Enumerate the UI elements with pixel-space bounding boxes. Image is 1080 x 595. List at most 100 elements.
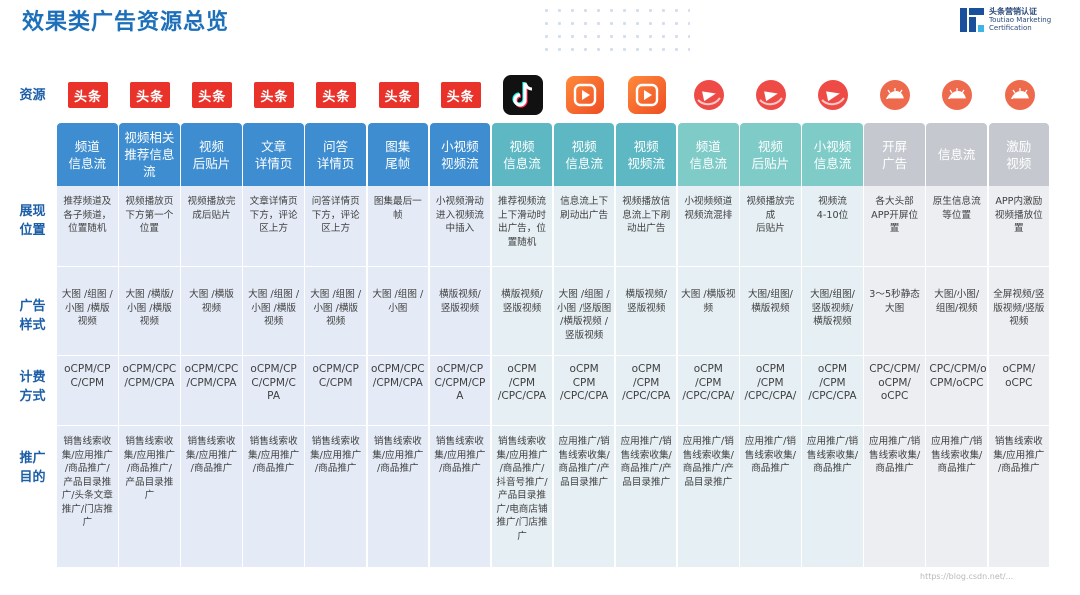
xigua-logo-icon <box>626 76 668 114</box>
decorative-dots <box>540 4 690 54</box>
style-cell: 大图 /组图 / 小图 <box>372 289 424 314</box>
column-header: 信息流 <box>926 123 987 186</box>
position-cell: 推荐频道及 各子频道， 位置随机 <box>63 196 112 234</box>
column-body <box>491 186 553 567</box>
style-cell: 大图 /组图 / 小图 /横版 视频 <box>248 289 300 327</box>
resource-column: 视频 信息流信息流上下 刷动出广告大图 /组图 / 小图 /竖版图 /横版视频 … <box>553 123 615 567</box>
position-cell: 图集最后一 帧 <box>373 196 422 221</box>
style-cell: 大图 /横版 视频 <box>189 289 234 314</box>
billing-cell: oCPM/CPC /CPM/CPA <box>184 363 239 389</box>
column-header: 小视频 视频流 <box>429 123 491 186</box>
goal-cell: 销售线索收 集/应用推广 /商品推广/ 抖音号推广/ 产品目录推 广/电商店铺 … <box>496 436 548 542</box>
toutiao-logo-icon: 头条 <box>440 77 482 113</box>
billing-cell: CPC/CPM/ oCPM/ oCPC <box>869 363 920 402</box>
column-header: 小视频 信息流 <box>802 123 863 186</box>
toutiao-logo-icon: 头条 <box>378 77 420 113</box>
column-body <box>305 186 366 567</box>
resource-column: 视频 后贴片 视频播放完 成后贴片 大图 /横版 视频 oCPM/CPC /CPM/C… <box>181 123 242 567</box>
billing-cell: oCPM /CPM /CPC/CPA <box>497 363 547 402</box>
style-cell: 大图 /组图 / 小图 /竖版图 /横版视频 / 竖版视频 <box>556 289 612 341</box>
row-divider <box>57 425 1051 426</box>
goal-cell: 应用推广/销 售线索收集/ 商品推广 <box>931 436 983 474</box>
goal-cell: 销售线索收 集/应用推广 /商品推广 <box>372 436 424 474</box>
position-cell: 视频播放信 息流上下刷 动出广告 <box>622 196 671 234</box>
goal-cell: 应用推广/销 售线索收集/ 商品推广/产 品目录推广 <box>620 436 672 488</box>
pangolin-logo-icon <box>999 77 1041 113</box>
goal-cell: 应用推广/销 售线索收集/ 商品推广/产 品目录推广 <box>682 436 734 488</box>
resource-column: 视频相关 推荐信息 流视频播放页 下方第一个 位置 大图 /横版/ 小图 /横版 … <box>119 123 180 567</box>
billing-cell: oCPM/CP C/CPM <box>64 363 111 389</box>
column-body <box>615 186 677 567</box>
position-cell: 视频流 4-10位 <box>816 196 849 221</box>
goal-cell: 应用推广/销 售线索收集/ 商品推广 <box>806 436 859 474</box>
column-header: 视频 信息流 <box>491 123 553 186</box>
style-cell: 横版视频/ 竖版视频 <box>625 289 667 314</box>
resource-column: 视频 信息流 推荐视频流 上下滑动时 出广告，位 置随机 横版视频/ 竖版视频 oCP… <box>491 123 553 567</box>
position-cell: 原生信息流 等位置 <box>932 196 981 221</box>
style-cell: 大图/组图/ 横版视频 <box>747 289 793 314</box>
column-header: 开屏 广告 <box>864 123 925 186</box>
style-cell: 横版视频/ 竖版视频 <box>501 289 543 314</box>
goal-cell: 销售线索收 集/应用推广 /商品推广 <box>185 436 238 474</box>
position-cell: 视频播放完 成后贴片 <box>187 196 236 221</box>
column-body <box>181 186 242 567</box>
column-body <box>678 186 739 567</box>
toutiao-logo-text: 头条 <box>378 82 419 108</box>
billing-cell: oCPM/CP C/CPM/C PA <box>250 363 297 402</box>
goal-cell: 销售线索收 集/应用推广 /商品推广 <box>434 436 486 474</box>
billing-cell: oCPM/CPC /CPM/CPA <box>370 363 425 389</box>
huoshan-logo-icon <box>750 77 792 113</box>
column-header: 视频 视频流 <box>615 123 677 186</box>
huoshan-logo-icon <box>688 77 730 113</box>
column-header: 视频 信息流 <box>553 123 615 186</box>
toutiao-logo-text: 头条 <box>192 82 233 108</box>
column-body <box>740 186 801 567</box>
brand-sub-2: Certification <box>989 24 1032 32</box>
toutiao-logo-icon: 头条 <box>253 77 295 113</box>
position-cell: 小视频频道 视频流混排 <box>684 196 733 221</box>
billing-cell: oCPM CPM /CPC/CPA <box>559 363 609 402</box>
toutiao-logo-text: 头条 <box>130 82 171 108</box>
position-cell: APP内激励 视频播放位 置 <box>994 196 1043 234</box>
toutiao-logo-text: 头条 <box>68 82 109 108</box>
pangolin-logo-icon <box>874 77 916 113</box>
goal-cell: 应用推广/销 售线索收集/ 商品推广 <box>868 436 921 474</box>
resource-column: 激励 视频 APP内激励 视频播放位 置全屏视频/竖 版视频/竖版 视频 oCPM/… <box>988 123 1050 567</box>
resource-column: 图集 尾帧 图集最后一 帧大图 /组图 / 小图 oCPM/CPC /CPM/CPA… <box>367 123 429 567</box>
style-cell: 3～5秒静态 大图 <box>869 289 920 314</box>
resource-column: 信息流 原生信息流 等位置 大图/小图/ 组图/视频 CPC/CPM/o CPM/oC… <box>926 123 987 567</box>
style-cell: 大图 /组图 / 小图 /横版 视频 <box>61 289 113 327</box>
goal-cell: 销售线索收 集/应用推广 /商品推广 <box>247 436 300 474</box>
column-body <box>119 186 180 567</box>
brand-mark-icon <box>960 8 984 32</box>
column-header: 视频相关 推荐信息 流 <box>119 123 180 186</box>
douyin-logo-icon <box>502 75 544 115</box>
style-cell: 大图 /横版视 频 <box>681 289 736 314</box>
style-cell: 全屏视频/竖 版视频/竖版 视频 <box>993 289 1045 327</box>
resource-column: 频道 信息流 推荐频道及 各子频道， 位置随机 大图 /组图 / 小图 /横版 视频… <box>57 123 118 567</box>
goal-cell: 销售线索收 集/应用推广 /商品推广 <box>993 436 1045 474</box>
position-cell: 各大头部 APP开屏位 置 <box>871 196 919 234</box>
column-header: 激励 视频 <box>988 123 1050 186</box>
position-cell: 小视频滑动 进入视频流 中插入 <box>435 196 484 234</box>
goal-cell: 销售线索收 集/应用推广 /商品推广/ 产品目录推 广 <box>123 436 175 501</box>
row-label-billing: 计费 方式 <box>19 370 46 404</box>
style-cell: 大图 /组图 / 小图 /横版 视频 <box>310 289 362 327</box>
resource-column: 频道 信息流 小视频频道 视频流混排 大图 /横版视 频 oCPM /CPM /CPC… <box>678 123 739 567</box>
toutiao-logo-text: 头条 <box>316 82 357 108</box>
toutiao-logo-icon: 头条 <box>191 77 233 113</box>
position-cell: 信息流上下 刷动出广告 <box>560 196 609 221</box>
column-body <box>367 186 429 567</box>
position-cell: 文章详情页 下方，评论 区上方 <box>249 196 298 234</box>
goal-cell: 应用推广/销 售线索收集/ 商品推广/产 品目录推广 <box>558 436 610 488</box>
row-label-style: 广告 样式 <box>19 299 46 333</box>
goal-cell: 销售线索收 集/应用推广 /商品推广/ 产品目录推 广/头条文章 推广/门店推 … <box>61 436 113 528</box>
resource-column: 视频 后贴片 视频播放完 成 后贴片 大图/组图/ 横版视频 oCPM /CPM /C… <box>740 123 801 567</box>
column-header: 视频 后贴片 <box>740 123 801 186</box>
toutiao-logo-icon: 头条 <box>315 77 357 113</box>
huoshan-logo-icon <box>812 77 854 113</box>
toutiao-logo-icon: 头条 <box>67 77 109 113</box>
billing-cell: oCPM/ oCPC <box>1002 363 1036 389</box>
position-cell: 问答详情页 下方，评论 区上方 <box>311 196 360 234</box>
style-cell: 大图/组图/ 竖版视频/ 横版视频 <box>810 289 855 327</box>
